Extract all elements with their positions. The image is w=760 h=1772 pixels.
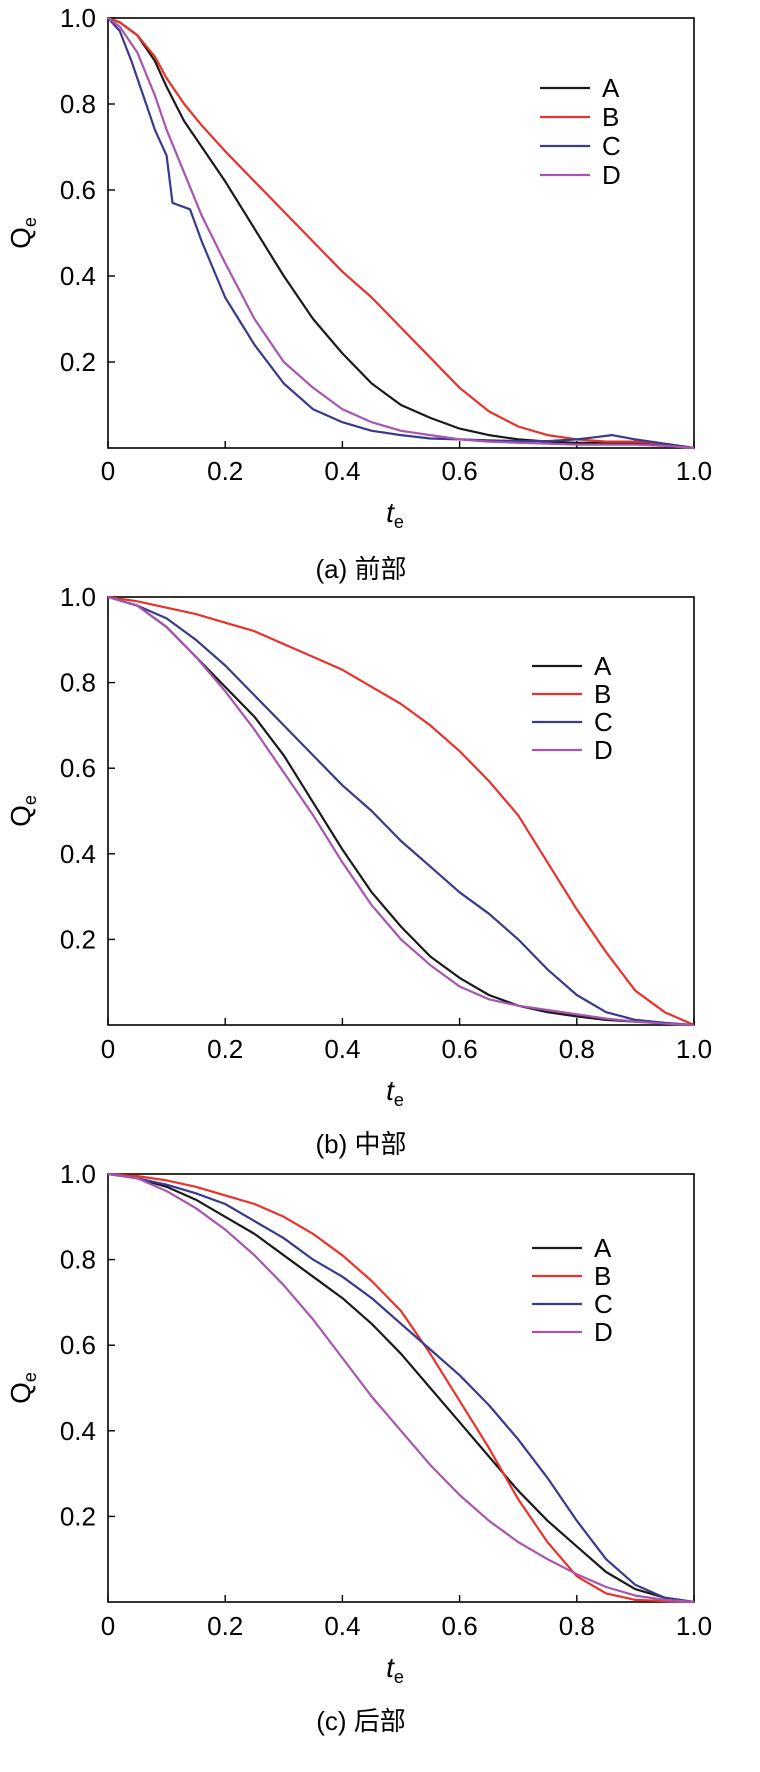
- series-line-b: [107, 1172, 695, 1604]
- chart-caption: (c) 后部: [316, 1706, 406, 1736]
- x-tick-label: 0: [101, 456, 115, 486]
- legend-label-a: A: [594, 651, 612, 681]
- y-tick-label: 0.8: [60, 1245, 96, 1275]
- legend-label-b: B: [594, 679, 611, 709]
- series-line-d: [107, 17, 695, 450]
- legend-label-b: B: [602, 102, 619, 132]
- x-tick-label: 0.2: [207, 1611, 243, 1641]
- series-line-c: [107, 17, 695, 450]
- y-tick-label: 0.8: [60, 89, 96, 119]
- y-tick-label: 0.4: [60, 261, 96, 291]
- y-tick-label: 0.2: [60, 347, 96, 377]
- series-line-c: [107, 1172, 695, 1604]
- series-line-d: [107, 1172, 695, 1604]
- x-axis-label: te: [386, 497, 404, 532]
- series-line-c: [107, 595, 695, 1027]
- series-line-d: [107, 595, 695, 1027]
- y-tick-label: 0.2: [60, 1501, 96, 1531]
- legend-label-c: C: [594, 707, 613, 737]
- plot-frame: [107, 1173, 695, 1603]
- y-tick-label: 0.6: [60, 175, 96, 205]
- y-tick-label: 0.4: [60, 839, 96, 869]
- x-tick-label: 0: [101, 1034, 115, 1064]
- legend-label-a: A: [594, 1233, 612, 1263]
- legend-label-d: D: [602, 160, 621, 190]
- legend-label-a: A: [602, 73, 620, 103]
- x-tick-label: 1.0: [676, 1611, 712, 1641]
- legend-label-d: D: [594, 735, 613, 765]
- y-tick-label: 0.8: [60, 668, 96, 698]
- x-tick-label: 0: [101, 1611, 115, 1641]
- x-tick-label: 0.4: [324, 1611, 360, 1641]
- y-tick-label: 1.0: [60, 582, 96, 612]
- y-tick-label: 0.2: [60, 924, 96, 954]
- x-axis-label: te: [386, 1075, 404, 1110]
- x-tick-label: 0.4: [324, 456, 360, 486]
- chart-caption: (b) 中部: [315, 1129, 406, 1159]
- x-tick-label: 0.6: [442, 456, 478, 486]
- y-axis-label: Qe: [5, 1372, 40, 1404]
- series-line-b: [107, 595, 695, 1027]
- y-tick-label: 0.6: [60, 1330, 96, 1360]
- chart-caption: (a) 前部: [315, 554, 406, 584]
- x-tick-label: 0.2: [207, 1034, 243, 1064]
- x-tick-label: 0.6: [442, 1034, 478, 1064]
- y-tick-label: 0.4: [60, 1416, 96, 1446]
- legend-label-c: C: [602, 131, 621, 161]
- y-axis-label: Qe: [5, 795, 40, 827]
- x-tick-label: 0.8: [559, 1034, 595, 1064]
- x-tick-label: 0.8: [559, 1611, 595, 1641]
- plot-frame: [107, 17, 695, 449]
- y-tick-label: 1.0: [60, 1159, 96, 1189]
- series-line-a: [107, 16, 695, 450]
- x-axis-label: te: [386, 1652, 404, 1687]
- x-tick-label: 1.0: [676, 456, 712, 486]
- legend-label-b: B: [594, 1261, 611, 1291]
- legend-label-c: C: [594, 1289, 613, 1319]
- y-tick-label: 0.6: [60, 753, 96, 783]
- legend-label-d: D: [594, 1317, 613, 1347]
- x-tick-label: 0.2: [207, 456, 243, 486]
- x-tick-label: 0.6: [442, 1611, 478, 1641]
- x-tick-label: 0.4: [324, 1034, 360, 1064]
- plot-frame: [107, 596, 695, 1026]
- series-line-a: [107, 1172, 695, 1604]
- y-axis-label: Qe: [5, 217, 40, 249]
- x-tick-label: 0.8: [559, 456, 595, 486]
- y-tick-label: 1.0: [60, 3, 96, 33]
- x-tick-label: 1.0: [676, 1034, 712, 1064]
